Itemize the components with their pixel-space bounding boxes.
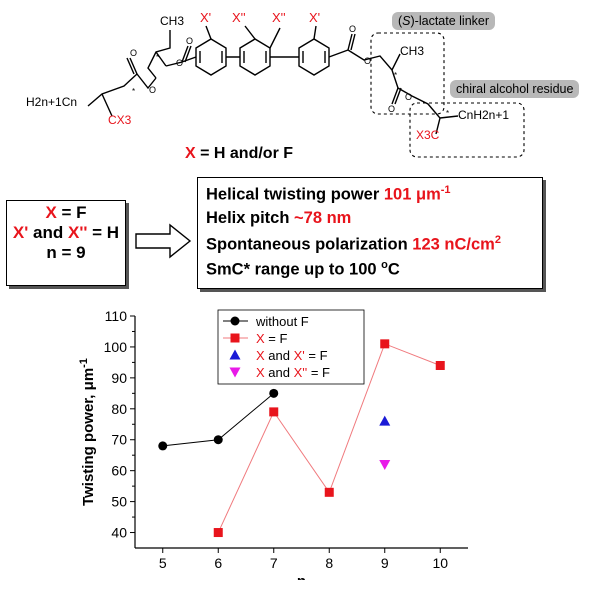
left-carbonyl-bond — [126, 57, 138, 75]
y-tick-label: 100 — [104, 339, 128, 355]
x-tick-label: 6 — [214, 555, 222, 571]
legend-label: X and X' = F — [256, 348, 328, 363]
right-x3c-label: X3C — [416, 128, 440, 142]
x-axis-label: n — [297, 573, 306, 580]
x-definition: X = H and/or F — [185, 145, 294, 162]
legend-label: without F — [255, 314, 309, 329]
legend-box — [217, 309, 365, 385]
svg-text:O: O — [349, 24, 356, 34]
twisting-power-chart: 5 6 7 8 9 10 40 50 60 70 80 90 100 110 n Twisting power… — [78, 308, 468, 580]
series-2-point — [379, 415, 391, 426]
lactate-box — [370, 32, 445, 115]
y-tick-label: 60 — [111, 463, 127, 479]
y-tick-label: 40 — [111, 525, 127, 541]
series-0-point — [213, 435, 223, 445]
ring-substituent-bonds — [205, 25, 317, 49]
series-0-point — [269, 388, 279, 398]
legend-marker — [229, 349, 241, 360]
series-1-point — [324, 487, 334, 497]
svg-text:O: O — [130, 48, 137, 58]
x-tick-label: 8 — [325, 555, 333, 571]
alcohol-residue-tag: chiral alcohol residue — [450, 80, 580, 98]
svg-text:O: O — [388, 104, 395, 114]
left-lactate-bonds — [147, 30, 171, 79]
y-axis-label: Twisting power, μm-1 — [78, 358, 97, 506]
smc-range-line: SmC* range up to 100 oC — [206, 259, 400, 279]
svg-text:O: O — [405, 92, 412, 102]
htp-line: Helical twisting power 101 μm-1 — [206, 184, 451, 204]
ring-links — [181, 49, 349, 63]
left-methyl-label: CH3 — [160, 14, 185, 28]
svg-text:O: O — [364, 56, 371, 66]
right-chain-label: CnH2n+1 — [458, 108, 510, 122]
y-tick-label: 90 — [111, 370, 127, 386]
series-1-point — [269, 407, 279, 417]
lactate-linker-tag: (S)-lactate linker — [392, 12, 496, 30]
y-tick-label: 110 — [105, 308, 128, 324]
hollow-arrow — [135, 223, 192, 259]
left-chain-label: H2n+1Cn — [26, 95, 78, 109]
legend-marker — [229, 367, 241, 378]
series-1-point — [213, 528, 223, 538]
legend-label: X = F — [256, 331, 287, 346]
series-0-point — [158, 441, 168, 451]
x-tick-label: 9 — [381, 555, 389, 571]
svg-text:*: * — [132, 87, 135, 96]
molecule-structure: OO OO OO OO ** ** — [87, 24, 525, 158]
alcohol-box — [409, 102, 525, 158]
series-1-point — [380, 339, 390, 349]
svg-text:O: O — [149, 85, 156, 95]
ring-substituent-2: X'' — [232, 10, 246, 25]
x-tick-label: 5 — [159, 555, 167, 571]
svg-text:*: * — [394, 71, 397, 80]
left-cx3-bond — [101, 93, 113, 117]
conditions-box: X = F X' and X'' = H n = 9 — [6, 200, 126, 286]
polarization-line: Spontaneous polarization 123 nC/cm2 — [206, 234, 501, 254]
series-1-point — [435, 360, 445, 370]
right-methyl-label: CH3 — [400, 44, 425, 58]
right-carbonyl-bond — [391, 87, 402, 105]
x-tick-label: 7 — [270, 555, 278, 571]
right-ester-bonds — [347, 33, 413, 97]
ring-substituent-4: X' — [309, 10, 321, 25]
svg-text:*: * — [446, 109, 449, 118]
ring-substituent-1: X' — [200, 10, 212, 25]
x-tick-label: 10 — [432, 555, 448, 571]
svg-text:O: O — [186, 36, 193, 46]
y-tick-label: 80 — [111, 401, 127, 417]
y-tick-label: 50 — [111, 494, 127, 510]
legend-marker — [230, 333, 240, 343]
left-cx3-label: CX3 — [108, 113, 132, 127]
svg-text:*: * — [156, 53, 159, 62]
y-tick-label: 70 — [111, 432, 127, 448]
series-3-point — [379, 459, 391, 470]
legend-label: X and X'' = F — [256, 365, 330, 380]
legend-marker — [230, 316, 240, 326]
ring-substituent-3: X'' — [272, 10, 286, 25]
pitch-line: Helix pitch ~78 nm — [206, 209, 352, 227]
right-alcohol-bonds — [411, 95, 459, 135]
left-alkyl-bonds — [87, 72, 157, 107]
properties-box: Helical twisting power 101 μm-1 Helix pi… — [197, 177, 543, 289]
svg-text:O: O — [176, 58, 183, 68]
